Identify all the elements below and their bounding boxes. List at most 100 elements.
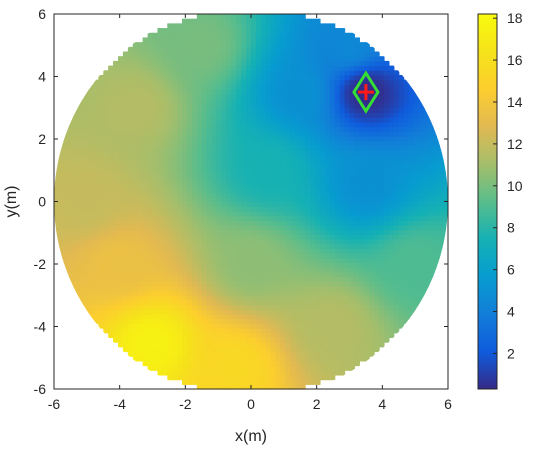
field-cell: [211, 60, 218, 67]
field-cell: [157, 164, 163, 170]
field-cell: [285, 117, 291, 123]
field-cell: [270, 192, 277, 198]
field-cell: [132, 328, 139, 334]
field-cell: [383, 154, 390, 160]
field-cell: [285, 271, 291, 278]
field-cell: [196, 276, 203, 282]
field-cell: [344, 65, 351, 71]
field-cell: [300, 257, 306, 264]
field-cell: [251, 145, 257, 151]
field-cell: [388, 168, 395, 174]
field-cell: [231, 46, 237, 53]
field-cell: [255, 337, 262, 343]
field-cell: [226, 328, 232, 334]
field-cell: [285, 65, 291, 71]
field-cell: [324, 56, 331, 62]
field-cell: [221, 351, 227, 357]
field-cell: [201, 234, 208, 240]
field-cell: [108, 93, 114, 99]
field-cell: [73, 253, 80, 259]
field-cell: [374, 262, 380, 268]
field-cell: [216, 46, 223, 53]
field-cell: [113, 271, 119, 278]
field-cell: [270, 248, 277, 254]
field-cell: [54, 192, 60, 198]
field-cell: [182, 121, 188, 128]
field-cell: [177, 159, 183, 165]
field-cell: [398, 182, 405, 189]
field-cell: [78, 149, 85, 156]
field-cell: [206, 98, 213, 104]
field-cell: [88, 257, 94, 264]
field-cell: [388, 285, 395, 292]
field-cell: [349, 271, 356, 278]
field-cell: [379, 248, 385, 254]
field-cell: [265, 103, 272, 109]
field-cell: [364, 290, 370, 296]
field-cell: [260, 56, 267, 62]
field-cell: [359, 51, 365, 57]
field-cell: [241, 215, 247, 221]
field-cell: [290, 182, 296, 189]
field-cell: [255, 187, 262, 193]
field-cell: [167, 131, 173, 137]
field-cell: [275, 89, 282, 95]
field-cell: [349, 299, 356, 306]
field-cell: [108, 323, 114, 329]
field-cell: [374, 107, 380, 114]
field-cell: [344, 56, 351, 62]
field-cell: [58, 224, 65, 231]
field-cell: [374, 192, 380, 198]
field-cell: [255, 182, 262, 189]
field-cell: [349, 126, 356, 132]
field-cell: [329, 32, 336, 39]
field-cell: [68, 192, 75, 198]
field-cell: [68, 168, 75, 174]
field-cell: [393, 276, 400, 282]
field-cell: [167, 220, 173, 226]
field-cell: [295, 351, 301, 357]
field-cell: [231, 23, 237, 29]
field-cell: [236, 131, 242, 137]
field-cell: [374, 239, 380, 245]
field-cell: [142, 318, 149, 324]
field-cell: [137, 164, 144, 170]
field-cell: [78, 196, 85, 203]
field-cell: [201, 89, 208, 95]
field-cell: [142, 178, 149, 184]
field-cell: [132, 107, 139, 114]
field-cell: [206, 121, 213, 128]
field-cell: [177, 248, 183, 254]
field-cell: [98, 262, 104, 268]
field-cell: [201, 201, 208, 207]
field-cell: [78, 281, 85, 287]
field-cell: [132, 145, 139, 151]
field-cell: [211, 89, 218, 95]
field-cell: [206, 107, 213, 114]
field-cell: [388, 314, 395, 320]
field-cell: [280, 149, 287, 156]
field-cell: [300, 23, 306, 29]
field-cell: [108, 164, 114, 170]
field-cell: [393, 206, 400, 212]
field-cell: [388, 107, 395, 114]
field-cell: [147, 84, 154, 90]
field-cell: [147, 74, 154, 81]
field-cell: [260, 112, 267, 118]
field-cell: [280, 159, 287, 165]
field-cell: [78, 154, 85, 160]
field-cell: [241, 257, 247, 264]
field-cell: [369, 187, 375, 193]
field-cell: [285, 285, 291, 292]
field-cell: [393, 243, 400, 249]
field-cell: [290, 117, 296, 123]
field-cell: [270, 131, 277, 137]
field-cell: [236, 229, 242, 235]
field-cell: [177, 332, 183, 339]
field-cell: [295, 220, 301, 226]
field-cell: [364, 187, 370, 193]
field-cell: [196, 117, 203, 123]
field-cell: [182, 178, 188, 184]
field-cell: [221, 309, 227, 315]
field-cell: [388, 253, 395, 259]
